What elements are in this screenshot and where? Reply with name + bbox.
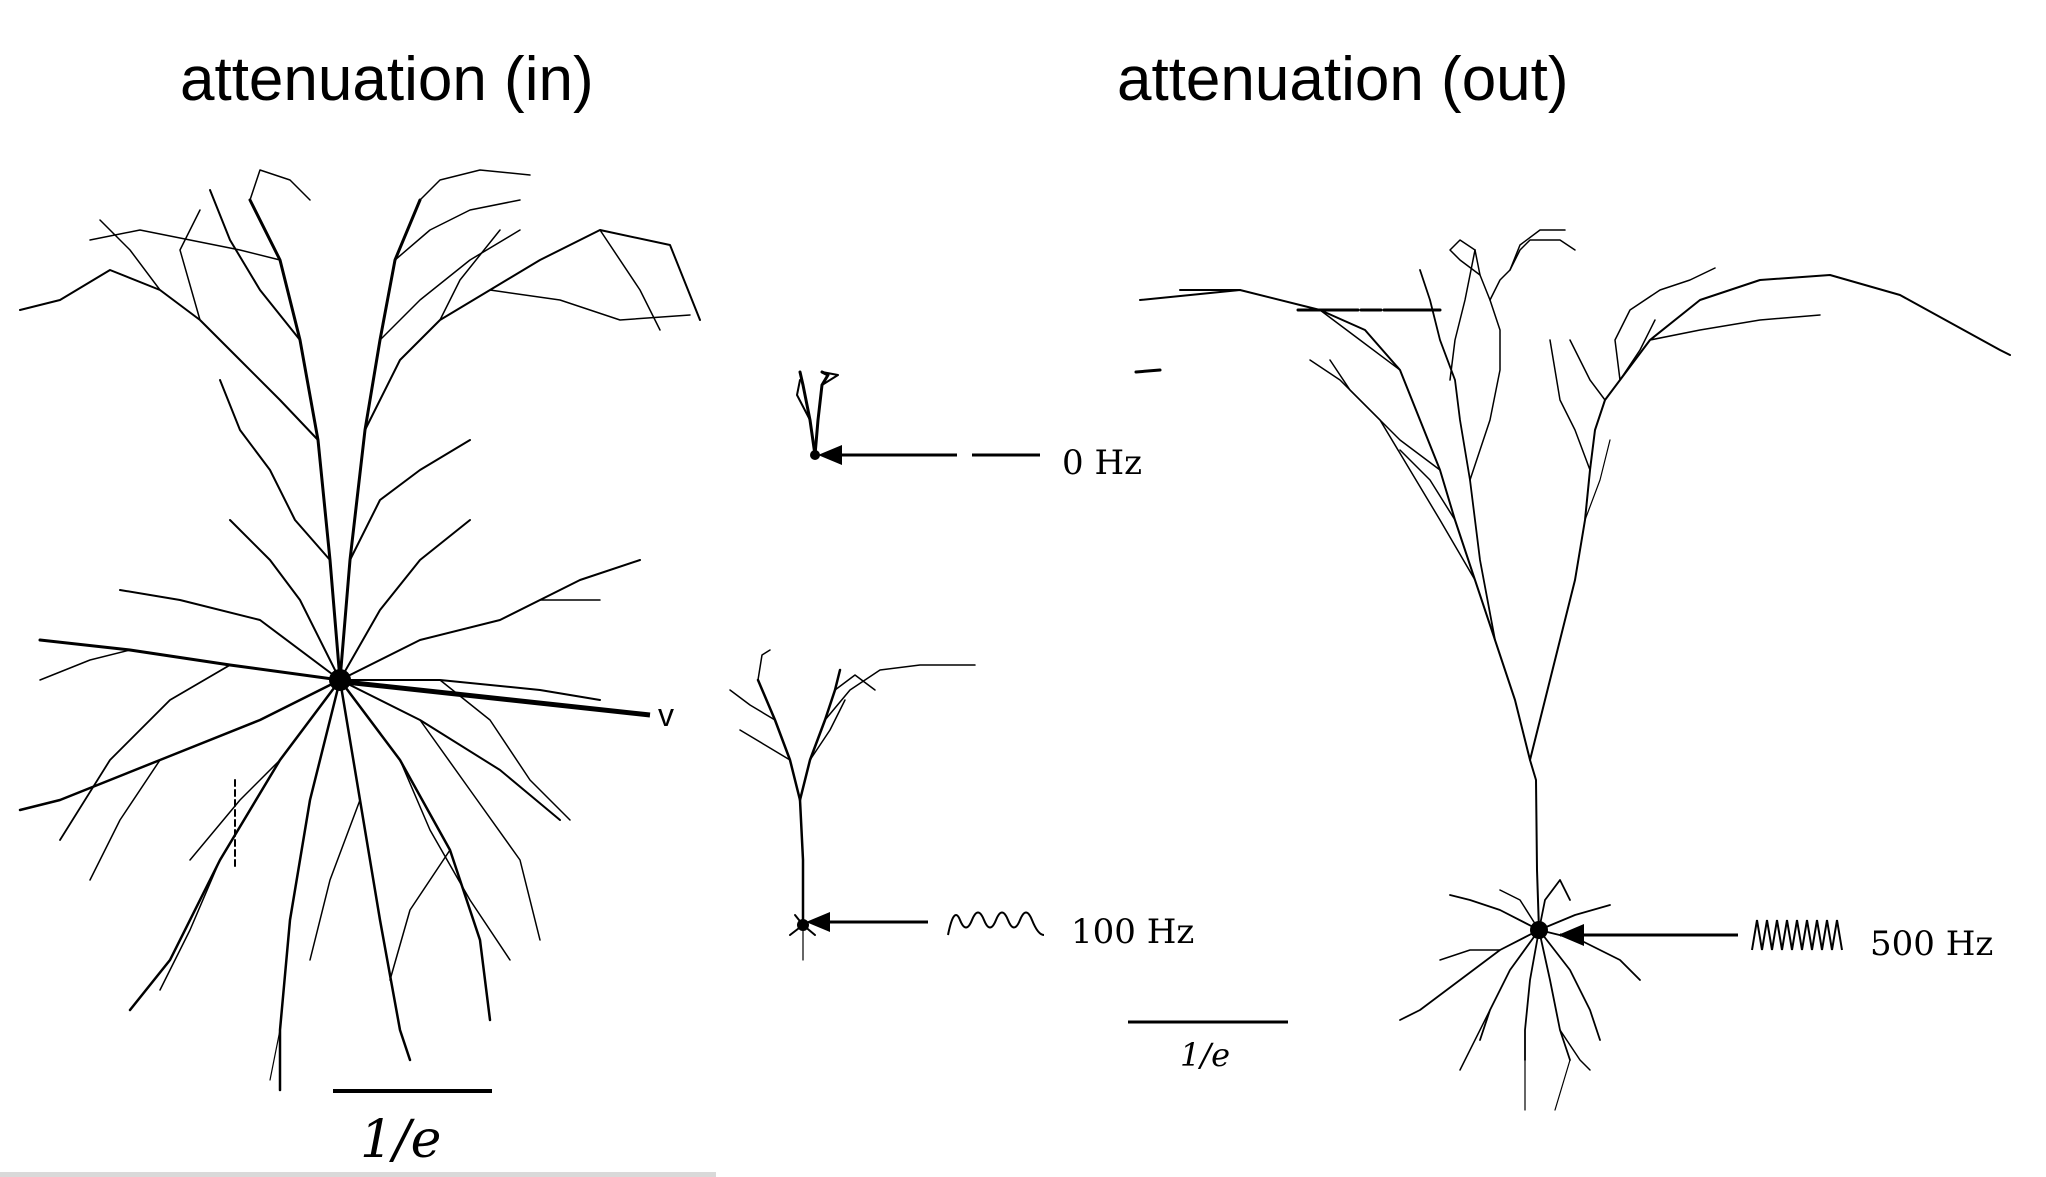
- title-attenuation-in: attenuation (in): [180, 45, 594, 114]
- neuron-100hz: [729, 649, 976, 961]
- neuron-500hz: [1134, 229, 2011, 1111]
- freq-label-100hz: 100 Hz: [1071, 912, 1194, 952]
- arrow-icon-100hz: [806, 912, 928, 932]
- freq-label-0hz: 0 Hz: [1062, 443, 1142, 483]
- scale-label-left: 1/e: [360, 1110, 441, 1170]
- scale-label-right: 1/e: [1180, 1036, 1230, 1074]
- freq-label-500hz: 500 Hz: [1870, 924, 1993, 964]
- neuron-attenuation-in: [18, 169, 701, 1092]
- sine-wave-icon-500hz: [1751, 919, 1843, 951]
- voltage-electrode-line: [344, 679, 651, 718]
- sine-wave-icon-100hz: [947, 911, 1045, 936]
- title-attenuation-out: attenuation (out): [1117, 45, 1569, 114]
- bottom-strip: [0, 1172, 716, 1177]
- arrow-icon-500hz: [1558, 924, 1738, 946]
- arrow-icon-0hz: [818, 445, 957, 465]
- neuron-0hz: [796, 370, 839, 460]
- voltage-label: v: [658, 697, 674, 733]
